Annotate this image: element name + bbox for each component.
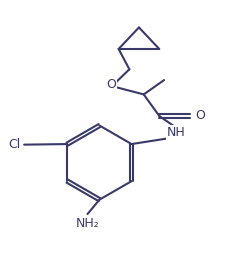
Text: NH: NH [167, 126, 185, 139]
Text: NH₂: NH₂ [76, 217, 99, 230]
Text: O: O [106, 78, 116, 91]
Text: Cl: Cl [8, 138, 21, 151]
Text: O: O [195, 109, 205, 123]
